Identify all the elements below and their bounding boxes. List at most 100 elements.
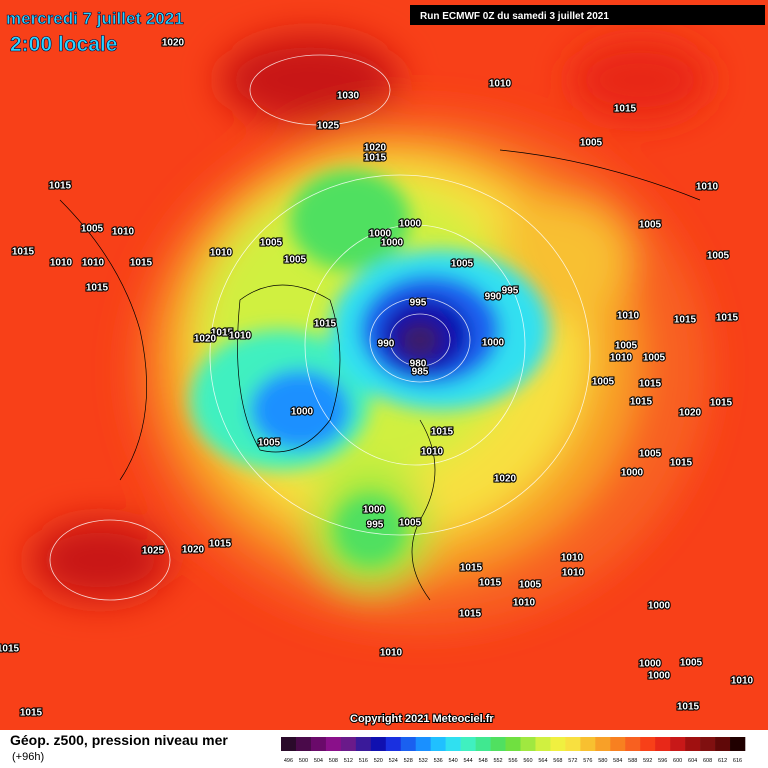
colorbar-swatch [355, 737, 372, 751]
colorbar-swatch [700, 737, 716, 751]
isobar-label: 1015 [130, 258, 153, 269]
colorbar-label: 552 [493, 758, 502, 764]
isobar-label: 1025 [142, 546, 165, 557]
isobar-label: 1005 [451, 259, 474, 270]
isobar-label: 1015 [431, 427, 454, 438]
isobar-label: 1010 [380, 648, 403, 659]
isobar-label: 1015 [716, 313, 739, 324]
colorbar-swatch [505, 737, 521, 751]
isobar-label: 1025 [317, 121, 340, 132]
isobar-label: 1000 [648, 671, 671, 682]
colorbar-label: 508 [329, 758, 338, 764]
isobar-label: 1005 [639, 220, 662, 231]
colorbar-swatch [520, 737, 536, 751]
isobar-label: 1000 [621, 468, 644, 479]
isobar-label: 1010 [82, 258, 105, 269]
colorbar-swatch [370, 737, 387, 751]
colorbar-label: 596 [658, 758, 667, 764]
colorbar-swatch [281, 737, 297, 751]
legend-title: Géop. z500, pression niveau mer [10, 732, 228, 748]
isobar-label: 1000 [363, 505, 386, 516]
colorbar-label: 528 [404, 758, 413, 764]
isobar-label: 1010 [210, 248, 233, 259]
isobar-label: 1010 [513, 598, 536, 609]
isobar-label: 1005 [519, 580, 542, 591]
isobar-label: 1030 [337, 91, 360, 102]
colorbar: 496 500 504 508 512 516 520 524 528 532 536 540 544 5… [281, 737, 746, 764]
isobar-label: 1020 [494, 474, 517, 485]
colorbar-swatch [295, 737, 312, 751]
colorbar-swatch [385, 737, 402, 751]
colorbar-swatch [400, 737, 417, 751]
isobar-label: 1015 [670, 458, 693, 469]
colorbar-label: 564 [538, 758, 547, 764]
colorbar-label: 504 [314, 758, 323, 764]
isobar-label: 985 [412, 367, 429, 378]
colorbar-swatch [595, 737, 611, 751]
colorbar-swatch [415, 737, 431, 751]
isobar-label: 1005 [639, 449, 662, 460]
isobar-label: 1015 [674, 315, 697, 326]
isobar-label: 1015 [710, 398, 733, 409]
colorbar-label: 616 [733, 758, 742, 764]
isobar-label: 1015 [460, 563, 483, 574]
isobar-label: 1005 [258, 438, 281, 449]
isobar-label: 1020 [194, 334, 217, 345]
isobar-label: 1015 [614, 104, 637, 115]
colorbar-swatch [430, 737, 446, 751]
colorbar-label: 608 [703, 758, 712, 764]
colorbar-label: 540 [449, 758, 458, 764]
colorbar-swatch [640, 737, 656, 751]
isobar-label: 980 [410, 359, 427, 370]
colorbar-label: 544 [464, 758, 473, 764]
time: 2:00 locale [10, 33, 117, 56]
colorbar-label: 572 [568, 758, 577, 764]
isobar-label: 1010 [489, 79, 512, 90]
isobar-label: 990 [485, 292, 502, 303]
isobar-label: 995 [367, 520, 384, 531]
colorbar-swatch [565, 737, 581, 751]
colorbar-swatch [730, 737, 746, 751]
colorbar-swatch [715, 737, 731, 751]
isobar-label: 1015 [49, 181, 72, 192]
colorbar-label: 576 [583, 758, 592, 764]
isobar-label: 1005 [399, 518, 422, 529]
colorbar-swatch [475, 737, 491, 751]
colorbar-swatch [340, 737, 357, 751]
isobar-label: 1015 [677, 702, 700, 713]
colorbar-label: 500 [299, 758, 308, 764]
isobar-label: 1010 [112, 227, 135, 238]
colorbar-label: 584 [613, 758, 622, 764]
colorbar-swatch [310, 737, 327, 751]
isobar-label: 1000 [381, 238, 404, 249]
colorbar-swatch [460, 737, 476, 751]
colorbar-label: 604 [688, 758, 697, 764]
isobar-label: 1000 [648, 601, 671, 612]
colorbar-swatch [535, 737, 551, 751]
isobar-label: 1015 [459, 609, 482, 620]
isobar-label: 1010 [731, 676, 754, 687]
isobar-label: 1020 [162, 38, 185, 49]
isobar-label: 1000 [291, 407, 314, 418]
isobar-label: 1020 [182, 545, 205, 556]
isobar-label: 1015 [479, 578, 502, 589]
isobar-label: 1010 [561, 553, 584, 564]
isobar-label: 1000 [639, 659, 662, 670]
colorbar-swatch [550, 737, 566, 751]
isobar-label: 1020 [679, 408, 702, 419]
isobar-label: 1015 [314, 319, 337, 330]
isobar-label: 1005 [284, 255, 307, 266]
isobar-label: 1000 [369, 229, 392, 240]
colorbar-label: 512 [344, 758, 353, 764]
colorbar-swatch [490, 737, 506, 751]
colorbar-label: 592 [643, 758, 652, 764]
colorbar-label: 516 [359, 758, 368, 764]
isobar-label: 1015 [20, 708, 43, 719]
isobar-label: 1005 [643, 353, 666, 364]
colorbar-label: 496 [284, 758, 293, 764]
isobar-labels: 1020 1030 1025 1020 1015 1010 1015 1005 1010 1015… [0, 37, 755, 720]
colorbar-swatch [610, 737, 626, 751]
colorbar-label: 556 [508, 758, 517, 764]
copyright: Copyright 2021 Meteociel.fr [350, 713, 494, 725]
